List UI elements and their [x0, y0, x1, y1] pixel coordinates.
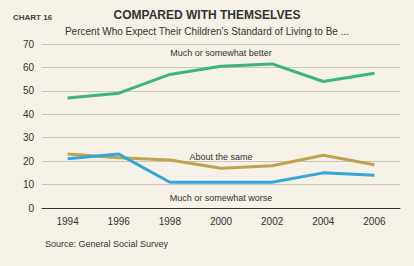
- svg-text:1998: 1998: [159, 216, 182, 227]
- svg-text:COMPARED WITH THEMSELVES: COMPARED WITH THEMSELVES: [114, 8, 301, 22]
- svg-text:50: 50: [23, 85, 35, 96]
- svg-text:70: 70: [23, 39, 35, 50]
- svg-text:2006: 2006: [363, 216, 386, 227]
- svg-text:About the same: About the same: [189, 152, 252, 162]
- svg-text:60: 60: [23, 62, 35, 73]
- svg-text:Percent Who Expect Their Child: Percent Who Expect Their Children's Stan…: [65, 26, 349, 37]
- svg-text:Much or somewhat worse: Much or somewhat worse: [170, 193, 273, 203]
- svg-text:CHART 16: CHART 16: [13, 13, 53, 22]
- svg-text:30: 30: [23, 132, 35, 143]
- svg-text:Much or somewhat better: Much or somewhat better: [170, 48, 272, 58]
- svg-text:1994: 1994: [56, 216, 79, 227]
- svg-text:40: 40: [23, 109, 35, 120]
- svg-text:20: 20: [23, 156, 35, 167]
- svg-text:2000: 2000: [210, 216, 233, 227]
- svg-text:0: 0: [28, 203, 34, 214]
- svg-text:1996: 1996: [108, 216, 131, 227]
- svg-text:10: 10: [23, 179, 35, 190]
- svg-text:Source: General Social Survey: Source: General Social Survey: [45, 239, 169, 249]
- svg-text:2002: 2002: [261, 216, 284, 227]
- svg-text:2004: 2004: [312, 216, 335, 227]
